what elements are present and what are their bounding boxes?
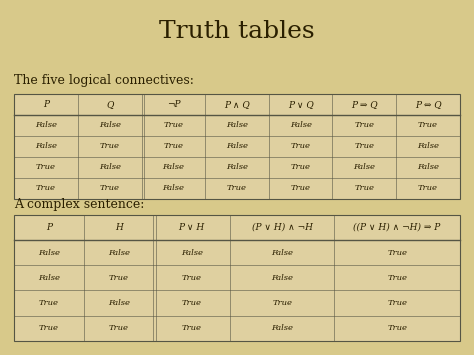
Text: False: False — [108, 299, 130, 307]
Text: The five logical connectives:: The five logical connectives: — [14, 74, 194, 87]
Text: H: H — [115, 223, 123, 232]
Text: True: True — [354, 142, 374, 151]
Text: True: True — [354, 121, 374, 130]
Text: False: False — [290, 121, 311, 130]
Text: False: False — [271, 274, 293, 282]
Text: P: P — [43, 100, 49, 109]
Text: True: True — [100, 142, 120, 151]
Text: True: True — [272, 299, 292, 307]
Text: True: True — [164, 121, 183, 130]
Text: False: False — [226, 163, 248, 171]
Text: False: False — [163, 163, 184, 171]
Text: Truth tables: Truth tables — [159, 20, 315, 43]
Text: False: False — [35, 142, 57, 151]
Text: False: False — [99, 163, 121, 171]
Text: True: True — [387, 324, 407, 332]
Bar — [14, 215, 460, 341]
Text: ¬P: ¬P — [166, 100, 180, 109]
Text: True: True — [182, 324, 202, 332]
Text: True: True — [354, 184, 374, 192]
Text: False: False — [417, 163, 439, 171]
Text: True: True — [418, 121, 438, 130]
Text: True: True — [182, 299, 202, 307]
Text: (P ∨ H) ∧ ¬H: (P ∨ H) ∧ ¬H — [252, 223, 313, 232]
Text: False: False — [226, 142, 248, 151]
Text: True: True — [36, 163, 56, 171]
Text: P ∨ H: P ∨ H — [179, 223, 205, 232]
Text: False: False — [38, 248, 60, 257]
Text: P ∧ Q: P ∧ Q — [224, 100, 250, 109]
Text: True: True — [227, 184, 247, 192]
Text: True: True — [387, 299, 407, 307]
Text: False: False — [271, 248, 293, 257]
Text: P ∨ Q: P ∨ Q — [288, 100, 313, 109]
Text: False: False — [226, 121, 248, 130]
Text: True: True — [418, 184, 438, 192]
Text: False: False — [35, 121, 57, 130]
Text: False: False — [417, 142, 439, 151]
Text: True: True — [291, 142, 310, 151]
Text: True: True — [109, 324, 128, 332]
Text: P: P — [46, 223, 52, 232]
Text: False: False — [271, 324, 293, 332]
Text: True: True — [387, 274, 407, 282]
Text: True: True — [100, 184, 120, 192]
Text: P ⇔ Q: P ⇔ Q — [415, 100, 441, 109]
Text: True: True — [39, 324, 59, 332]
Text: True: True — [164, 142, 183, 151]
Text: True: True — [109, 274, 128, 282]
Text: A complex sentence:: A complex sentence: — [14, 198, 145, 211]
Text: False: False — [99, 121, 121, 130]
Text: False: False — [181, 248, 203, 257]
Text: P ⇒ Q: P ⇒ Q — [351, 100, 378, 109]
Text: ((P ∨ H) ∧ ¬H) ⇒ P: ((P ∨ H) ∧ ¬H) ⇒ P — [354, 223, 441, 232]
Text: Q: Q — [106, 100, 113, 109]
Text: False: False — [353, 163, 375, 171]
Text: True: True — [291, 163, 310, 171]
Text: True: True — [387, 248, 407, 257]
Text: False: False — [163, 184, 184, 192]
Text: True: True — [36, 184, 56, 192]
Text: True: True — [291, 184, 310, 192]
Text: True: True — [39, 299, 59, 307]
Text: False: False — [38, 274, 60, 282]
Text: True: True — [182, 274, 202, 282]
Text: False: False — [108, 248, 130, 257]
Bar — [14, 94, 460, 199]
